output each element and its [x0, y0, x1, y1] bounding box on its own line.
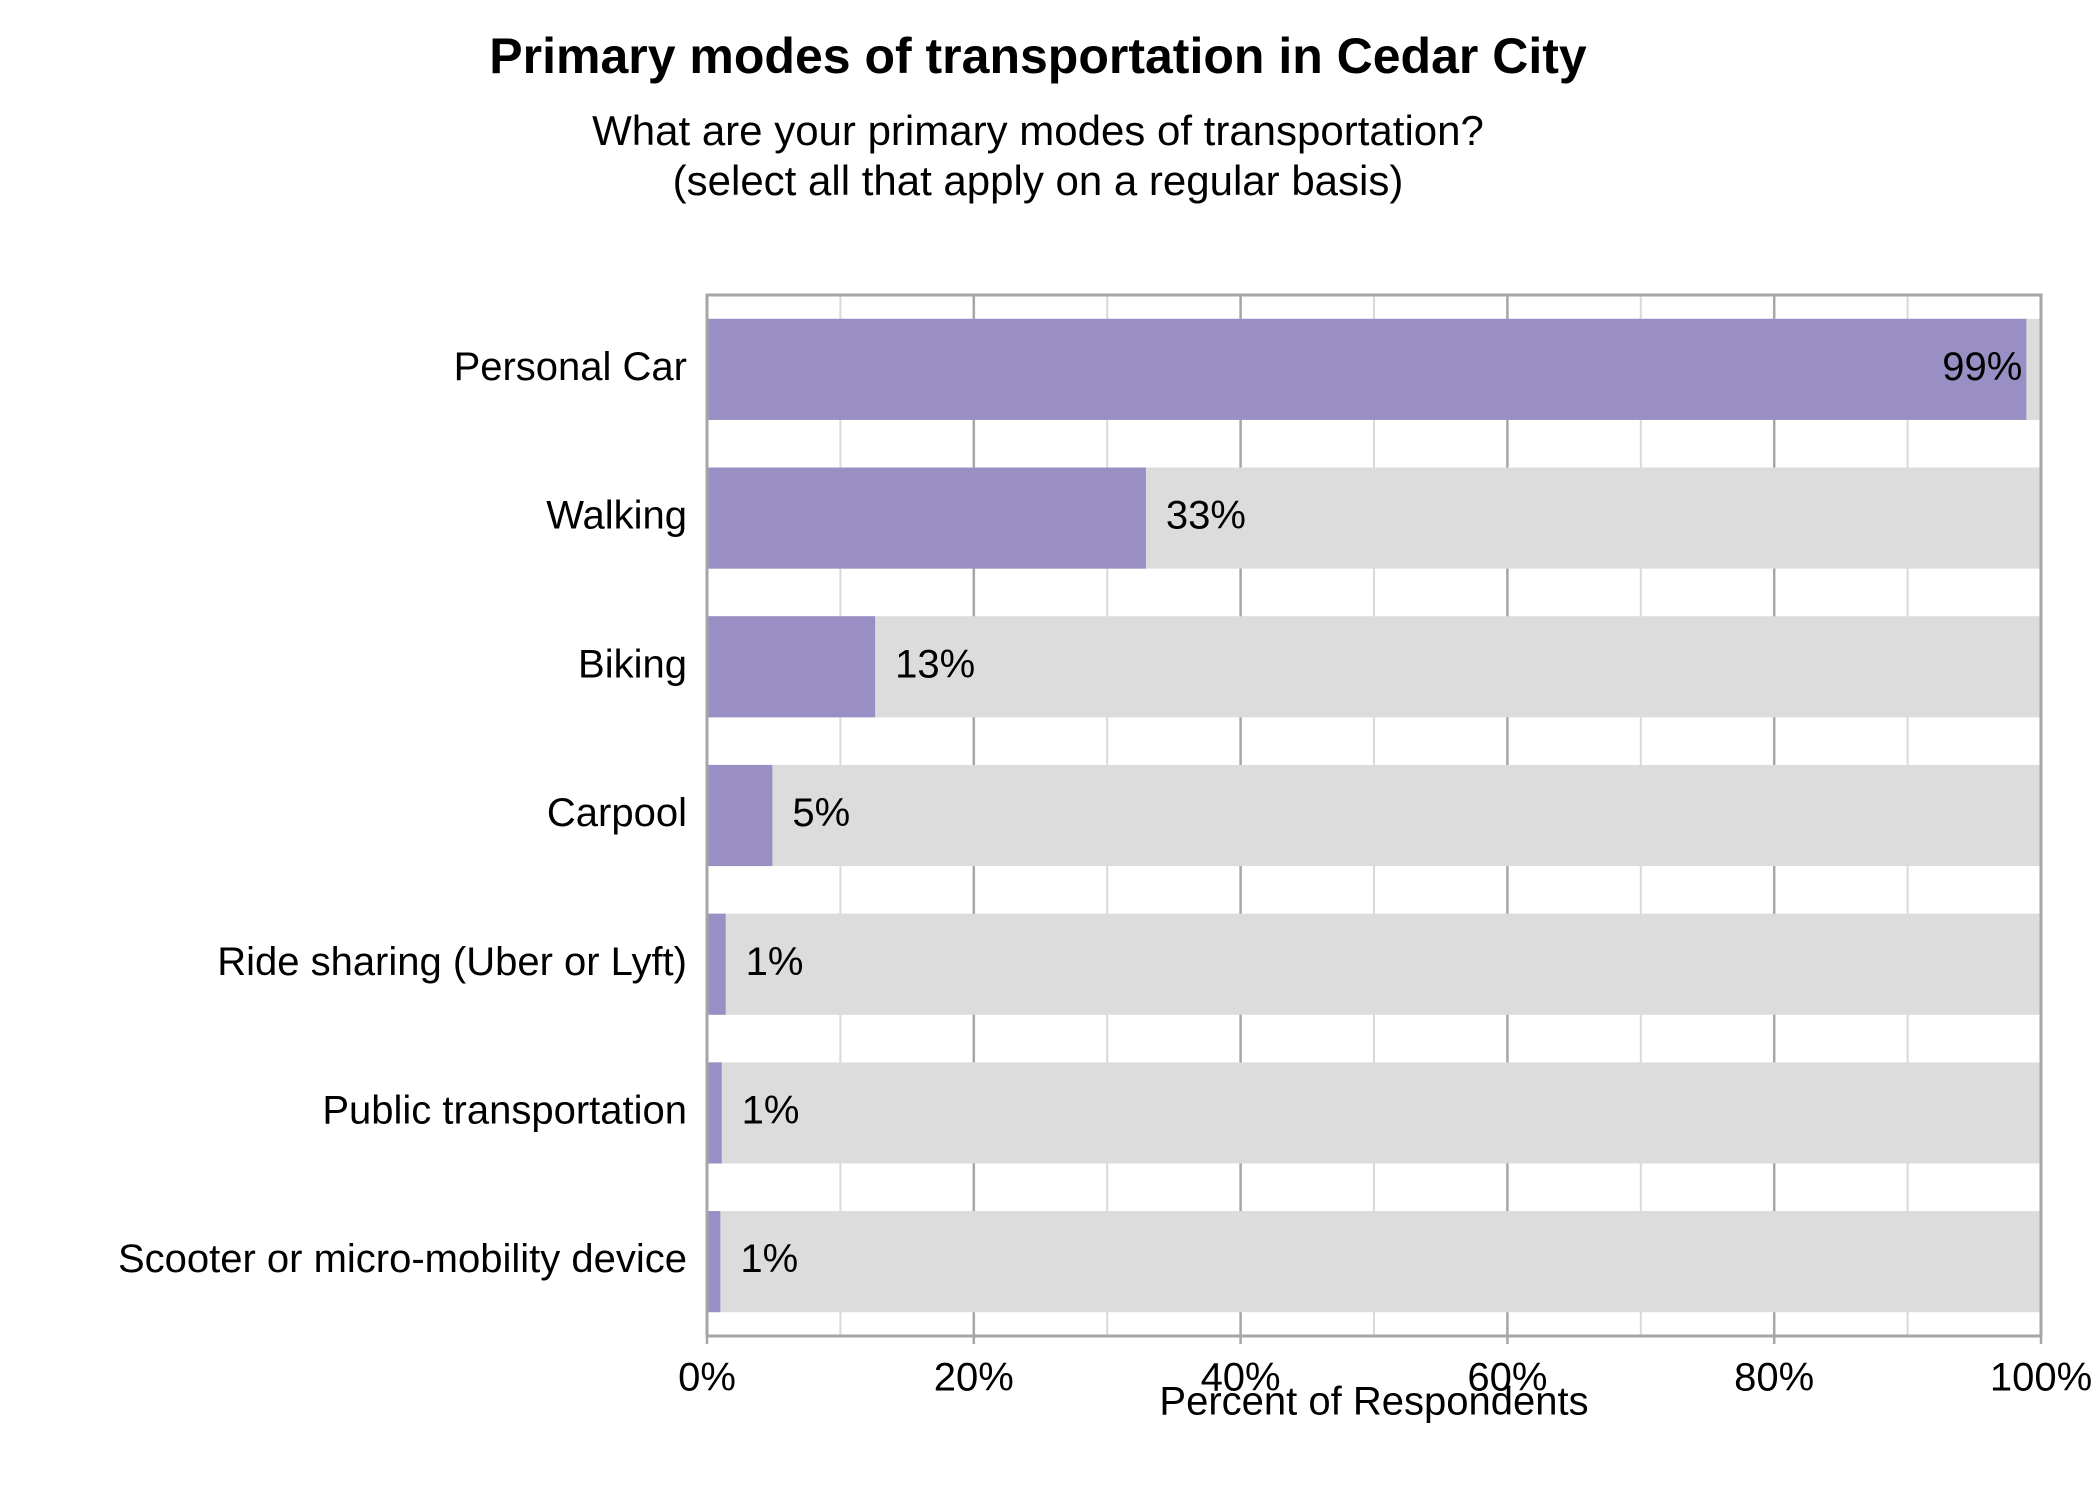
- bar: [707, 1062, 722, 1164]
- y-tick-label: Public transportation: [322, 1088, 687, 1132]
- value-label: 13%: [895, 642, 975, 686]
- value-label: 1%: [740, 1237, 798, 1281]
- bar-background: [707, 1062, 2041, 1164]
- value-label: 1%: [742, 1088, 800, 1132]
- y-tick-label: Scooter or micro-mobility device: [118, 1237, 687, 1281]
- value-label: 1%: [746, 940, 804, 984]
- x-tick-label: 0%: [678, 1356, 736, 1400]
- bar-background: [707, 1211, 2041, 1313]
- bar: [707, 1211, 721, 1313]
- value-label: 5%: [792, 791, 850, 835]
- x-tick-label: 20%: [934, 1356, 1014, 1400]
- chart-subtitle: (select all that apply on a regular basi…: [673, 157, 1404, 204]
- chart-subtitle: What are your primary modes of transport…: [592, 107, 1484, 154]
- y-tick-label: Biking: [578, 642, 687, 686]
- y-tick-label: Ride sharing (Uber or Lyft): [217, 940, 687, 984]
- y-tick-label: Carpool: [547, 791, 687, 835]
- y-tick-label: Walking: [546, 494, 687, 538]
- x-tick-label: 40%: [1201, 1356, 1281, 1400]
- bar: [707, 616, 876, 718]
- bar: [707, 913, 726, 1015]
- value-label: 99%: [1942, 345, 2022, 389]
- bar: [707, 318, 2027, 420]
- plot-border: [705, 293, 2043, 1338]
- y-tick-label: Personal Car: [454, 345, 687, 389]
- x-tick-label: 100%: [1990, 1356, 2092, 1400]
- bar: [707, 467, 1146, 569]
- x-axis-label: Percent of Respondents: [1159, 1380, 1588, 1424]
- x-tick-label: 80%: [1734, 1356, 1814, 1400]
- chart-title: Primary modes of transportation in Cedar…: [489, 28, 1587, 84]
- x-tick-label: 60%: [1467, 1356, 1547, 1400]
- bar: [707, 764, 773, 867]
- bar-background: [707, 764, 2041, 867]
- bar-background: [707, 616, 2041, 718]
- bar-background: [707, 913, 2041, 1015]
- value-label: 33%: [1166, 494, 1246, 538]
